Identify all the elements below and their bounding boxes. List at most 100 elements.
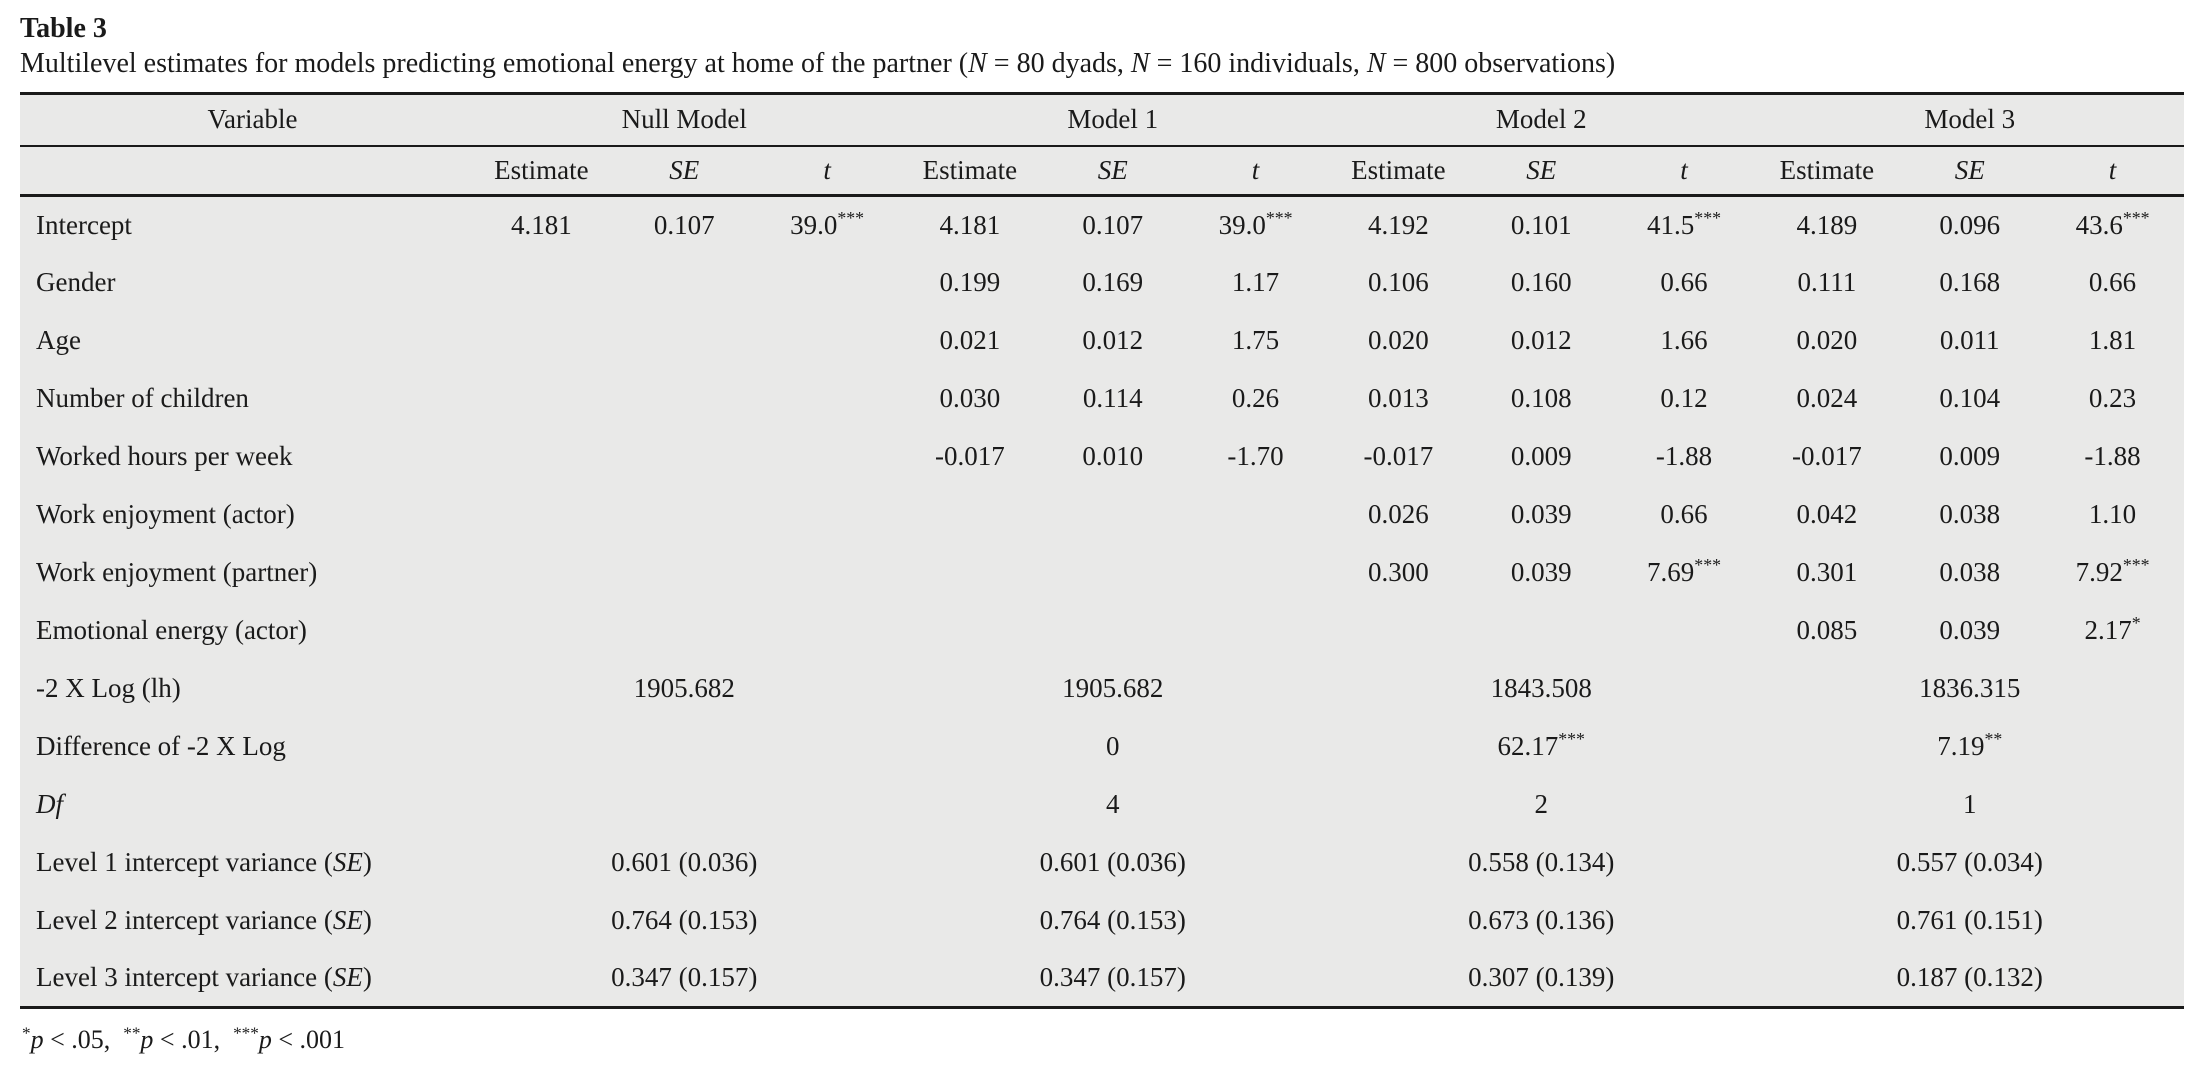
cell: 0.23 — [2088, 383, 2137, 413]
table-row: Difference of -2 X Log 0 62.17*** 7.19** — [20, 718, 2184, 776]
cell: 0.107 — [653, 209, 715, 240]
cell: 0.009 — [1939, 441, 2001, 471]
cell — [1041, 544, 1184, 602]
cell: 7.92*** — [2075, 555, 2150, 587]
cell: 0.301 — [1796, 557, 1858, 587]
cell: 1905.682 — [633, 673, 735, 703]
cell: 0.601 (0.036) — [1039, 847, 1186, 877]
cell: 0 — [1105, 731, 1120, 761]
row-label: Gender — [36, 267, 116, 297]
cell: 0.085 — [1796, 615, 1858, 645]
cell: 0.106 — [1368, 267, 1429, 297]
cell: 0.169 — [1082, 267, 1144, 297]
cell — [1184, 544, 1327, 602]
cell — [756, 254, 899, 312]
cell: 0.039 — [1939, 615, 2001, 645]
cell: 0.347 (0.157) — [1039, 962, 1186, 993]
stat-header: SE — [1469, 145, 1613, 197]
cell: 0.020 — [1368, 325, 1429, 355]
table-row: Work enjoyment (actor) 0.026 0.039 0.66 0.04… — [20, 486, 2184, 544]
cell — [470, 776, 898, 834]
cell: 0.673 (0.136) — [1468, 905, 1615, 935]
row-label: Worked hours per week — [36, 441, 293, 471]
cell: 0.030 — [939, 383, 1001, 413]
cell: 4.189 — [1796, 209, 1858, 240]
cell: 1.17 — [1231, 267, 1280, 297]
cell: 0.020 — [1796, 325, 1858, 355]
row-label: Number of children — [36, 383, 249, 413]
cell: 4.181 — [511, 209, 572, 240]
cell: 0.012 — [1510, 325, 1572, 355]
cell: 0.038 — [1939, 557, 2001, 587]
table-number: Table 3 — [20, 13, 107, 44]
cell: 1.81 — [2088, 325, 2137, 355]
row-label: Difference of -2 X Log — [36, 731, 286, 761]
table-row: Intercept 4.181 0.107 39.0*** 4.181 0.107 39.0… — [20, 196, 2184, 254]
cell — [898, 544, 1041, 602]
cell: 0.761 (0.151) — [1896, 905, 2043, 935]
stat-header: Estimate — [1326, 145, 1470, 197]
table-row: Work enjoyment (partner) 0.300 0.039 7.69**… — [20, 544, 2184, 602]
cell — [1041, 486, 1184, 544]
cell — [613, 428, 756, 486]
cell: -0.017 — [1791, 441, 1862, 471]
cell: 39.0*** — [1218, 207, 1293, 240]
cell: 7.69*** — [1647, 555, 1722, 587]
cell — [756, 486, 899, 544]
cell: 0.187 (0.132) — [1896, 962, 2043, 993]
cell: 0.66 — [2088, 267, 2137, 297]
cell: 0.160 — [1510, 267, 1572, 297]
cell: -0.017 — [1363, 441, 1434, 471]
cell: 0.096 — [1939, 209, 2001, 240]
stat-header: Estimate — [1755, 145, 1899, 197]
cell — [613, 254, 756, 312]
cell: 1843.508 — [1490, 673, 1592, 703]
cell — [1184, 602, 1327, 660]
row-label: Intercept — [36, 209, 132, 240]
table-row: Number of children 0.030 0.114 0.26 0.013 0.1… — [20, 370, 2184, 428]
table-row: Gender 0.199 0.169 1.17 0.106 0.160 0.66 0.111 0… — [20, 254, 2184, 312]
cell: 2 — [1534, 789, 1548, 819]
cell: 0.12 — [1660, 383, 1708, 413]
cell — [613, 602, 756, 660]
cell: 1.66 — [1660, 325, 1708, 355]
table-caption: Table 3 Multilevel estimates for models … — [20, 12, 2184, 82]
cell: 0.026 — [1368, 499, 1429, 529]
row-label: -2 X Log (lh) — [36, 673, 181, 703]
cell: 43.6*** — [2075, 207, 2150, 240]
stat-header-spacer — [20, 145, 470, 197]
cell — [1184, 486, 1327, 544]
cell: 0.26 — [1231, 383, 1280, 413]
cell — [470, 486, 613, 544]
table-row: Age 0.021 0.012 1.75 0.020 0.012 1.66 0.020 0.01… — [20, 312, 2184, 370]
row-label: Age — [36, 325, 81, 355]
cell: 0.042 — [1796, 499, 1858, 529]
cell: 1.75 — [1231, 325, 1280, 355]
cell — [470, 312, 613, 370]
cell: 4.181 — [939, 209, 1001, 240]
cell: 0.011 — [1939, 325, 2000, 355]
table-row: Worked hours per week -0.017 0.010 -1.70 -0.… — [20, 428, 2184, 486]
cell — [470, 602, 613, 660]
cell: 0.764 (0.153) — [1039, 905, 1186, 935]
cell — [613, 544, 756, 602]
cell: 0.557 (0.034) — [1896, 847, 2043, 877]
stat-header: t — [2041, 145, 2184, 197]
cell: 0.107 — [1082, 209, 1144, 240]
row-label: Level 1 intercept variance (SE) — [36, 847, 372, 877]
stat-header: t — [1612, 145, 1756, 197]
cell: 0.558 (0.134) — [1468, 847, 1615, 877]
model-header-2: Model 2 — [1326, 93, 1756, 147]
cell: 1.10 — [2088, 499, 2137, 529]
model-header-3: Model 3 — [1755, 93, 2184, 147]
cell — [756, 428, 899, 486]
cell: 0.307 (0.139) — [1468, 962, 1615, 993]
model-header-0: Null Model — [470, 93, 899, 147]
table-row: Level 3 intercept variance (SE) 0.347 (0.… — [20, 950, 2184, 1008]
stat-header: Estimate — [898, 145, 1042, 197]
cell: 39.0*** — [790, 207, 865, 240]
cell — [756, 602, 899, 660]
stat-header: SE — [1041, 145, 1185, 197]
cell: 1 — [1962, 789, 1977, 819]
